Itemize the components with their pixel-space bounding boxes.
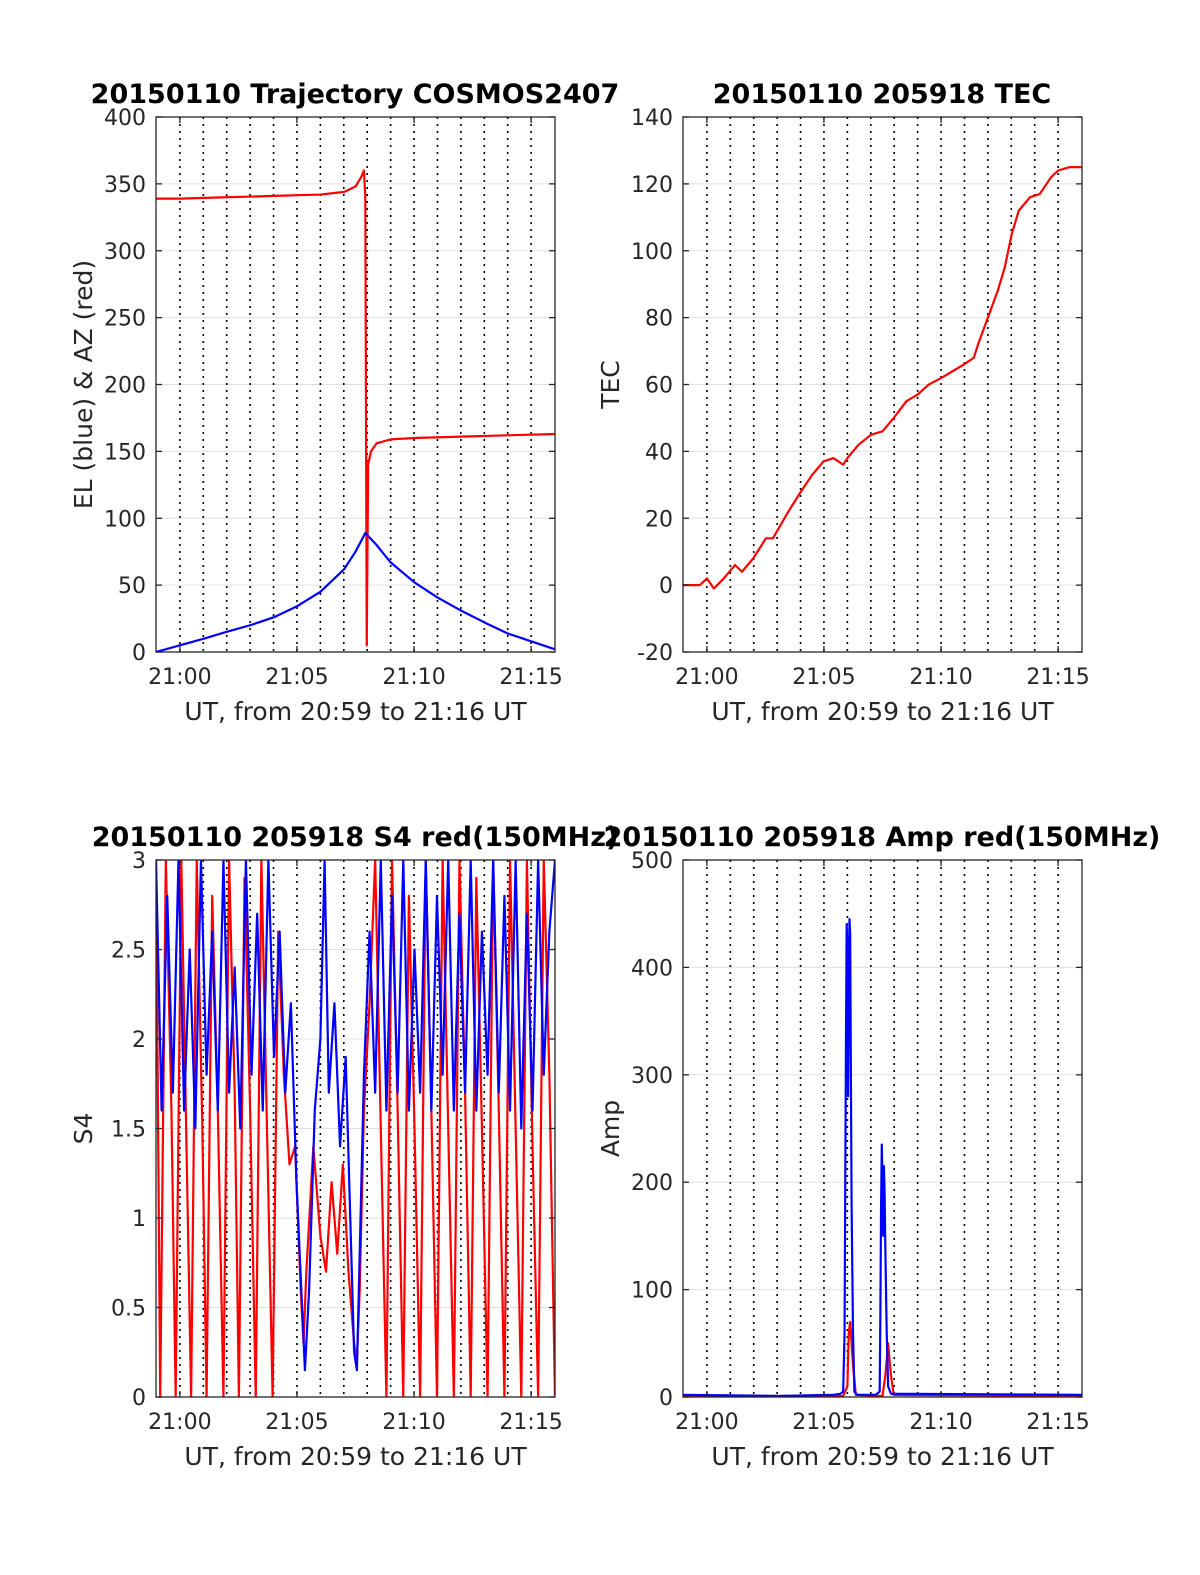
x-axis-label: UT, from 20:59 to 21:16 UT xyxy=(711,1442,1054,1471)
panel-s4: 0 0.5 1 1.5 2 2.5 3 21:00 21:05 21:10 21:15 UT, fro… xyxy=(69,822,618,1471)
y-axis-label: EL (blue) & AZ (red) xyxy=(69,260,98,509)
y-tick-label: 40 xyxy=(645,440,673,465)
x-tick-label: 21:10 xyxy=(382,665,445,690)
panel-amp: 0 100 200 300 400 500 21:00 21:05 21:10 21:15 UT, … xyxy=(596,822,1160,1471)
x-tick-label: 21:05 xyxy=(792,1410,855,1435)
x-tick-label: 21:05 xyxy=(265,665,328,690)
series-line-1 xyxy=(156,531,555,652)
y-tick-label: 200 xyxy=(631,1171,673,1196)
chart-title: 20150110 205918 S4 red(150MHz) xyxy=(92,822,619,853)
y-tick-label: 50 xyxy=(118,574,146,599)
chart-title: 20150110 205918 Amp red(150MHz) xyxy=(604,822,1161,853)
y-tick-label: 100 xyxy=(631,1279,673,1304)
series-line-1 xyxy=(156,860,555,1372)
chart-title: 20150110 205918 TEC xyxy=(713,79,1052,110)
axes-box xyxy=(682,859,1083,1398)
y-tick-label: 120 xyxy=(631,173,673,198)
y-tick-label: 400 xyxy=(631,956,673,981)
y-tick-label: 3 xyxy=(132,849,146,874)
y-tick-label: 250 xyxy=(104,307,146,332)
y-axis-label: TEC xyxy=(596,360,625,410)
x-tick-label: 21:00 xyxy=(675,665,738,690)
x-tick-label: 21:00 xyxy=(675,1410,738,1435)
y-tick-label: 20 xyxy=(645,507,673,532)
x-tick-label: 21:05 xyxy=(792,665,855,690)
x-axis-label: UT, from 20:59 to 21:16 UT xyxy=(184,697,527,726)
y-tick-label: 0.5 xyxy=(111,1297,146,1322)
y-tick-label: 500 xyxy=(631,849,673,874)
y-tick-label: 1 xyxy=(132,1207,146,1232)
y-tick-label: 200 xyxy=(104,374,146,399)
x-tick-label: 21:10 xyxy=(909,665,972,690)
y-tick-label: 100 xyxy=(104,507,146,532)
y-tick-label: 1.5 xyxy=(111,1118,146,1143)
x-axis-label: UT, from 20:59 to 21:16 UT xyxy=(711,697,1054,726)
plot-area xyxy=(683,860,1082,1397)
y-tick-label: 0 xyxy=(132,641,146,666)
y-tick-label: 100 xyxy=(631,240,673,265)
y-tick-label: 2 xyxy=(132,1028,146,1053)
y-axis-label: Amp xyxy=(596,1100,625,1157)
y-tick-label: 80 xyxy=(645,307,673,332)
y-tick-label: 140 xyxy=(631,106,673,131)
series-line-0 xyxy=(683,166,1082,590)
y-tick-label: 0 xyxy=(132,1386,146,1411)
x-tick-label: 21:10 xyxy=(909,1410,972,1435)
y-tick-label: 0 xyxy=(659,574,673,599)
y-tick-label: 350 xyxy=(104,173,146,198)
x-tick-label: 21:15 xyxy=(1026,1410,1089,1435)
y-tick-label: -20 xyxy=(637,641,673,666)
x-tick-label: 21:00 xyxy=(148,665,211,690)
x-tick-label: 21:15 xyxy=(499,1410,562,1435)
panel-tec: -20 0 20 40 60 80 100 120 140 21:00 21:05 21:10 21:1… xyxy=(596,79,1090,726)
y-tick-label: 2.5 xyxy=(111,939,146,964)
series-line-0 xyxy=(156,169,555,647)
panel-trajectory: 0 50 100 150 200 250 300 350 400 21:00 21:05 21:10 2… xyxy=(69,79,619,726)
x-tick-label: 21:00 xyxy=(148,1410,211,1435)
y-tick-label: 0 xyxy=(659,1386,673,1411)
x-tick-label: 21:05 xyxy=(265,1410,328,1435)
y-tick-label: 400 xyxy=(104,106,146,131)
y-tick-label: 60 xyxy=(645,374,673,399)
series-line-1 xyxy=(683,917,1082,1397)
y-tick-label: 150 xyxy=(104,440,146,465)
y-tick-label: 300 xyxy=(104,240,146,265)
chart-title: 20150110 Trajectory COSMOS2407 xyxy=(91,79,620,110)
x-tick-label: 21:15 xyxy=(499,665,562,690)
x-tick-label: 21:10 xyxy=(382,1410,445,1435)
x-axis-label: UT, from 20:59 to 21:16 UT xyxy=(184,1442,527,1471)
y-tick-label: 300 xyxy=(631,1064,673,1089)
y-axis-label: S4 xyxy=(69,1113,98,1145)
x-tick-label: 21:15 xyxy=(1026,665,1089,690)
